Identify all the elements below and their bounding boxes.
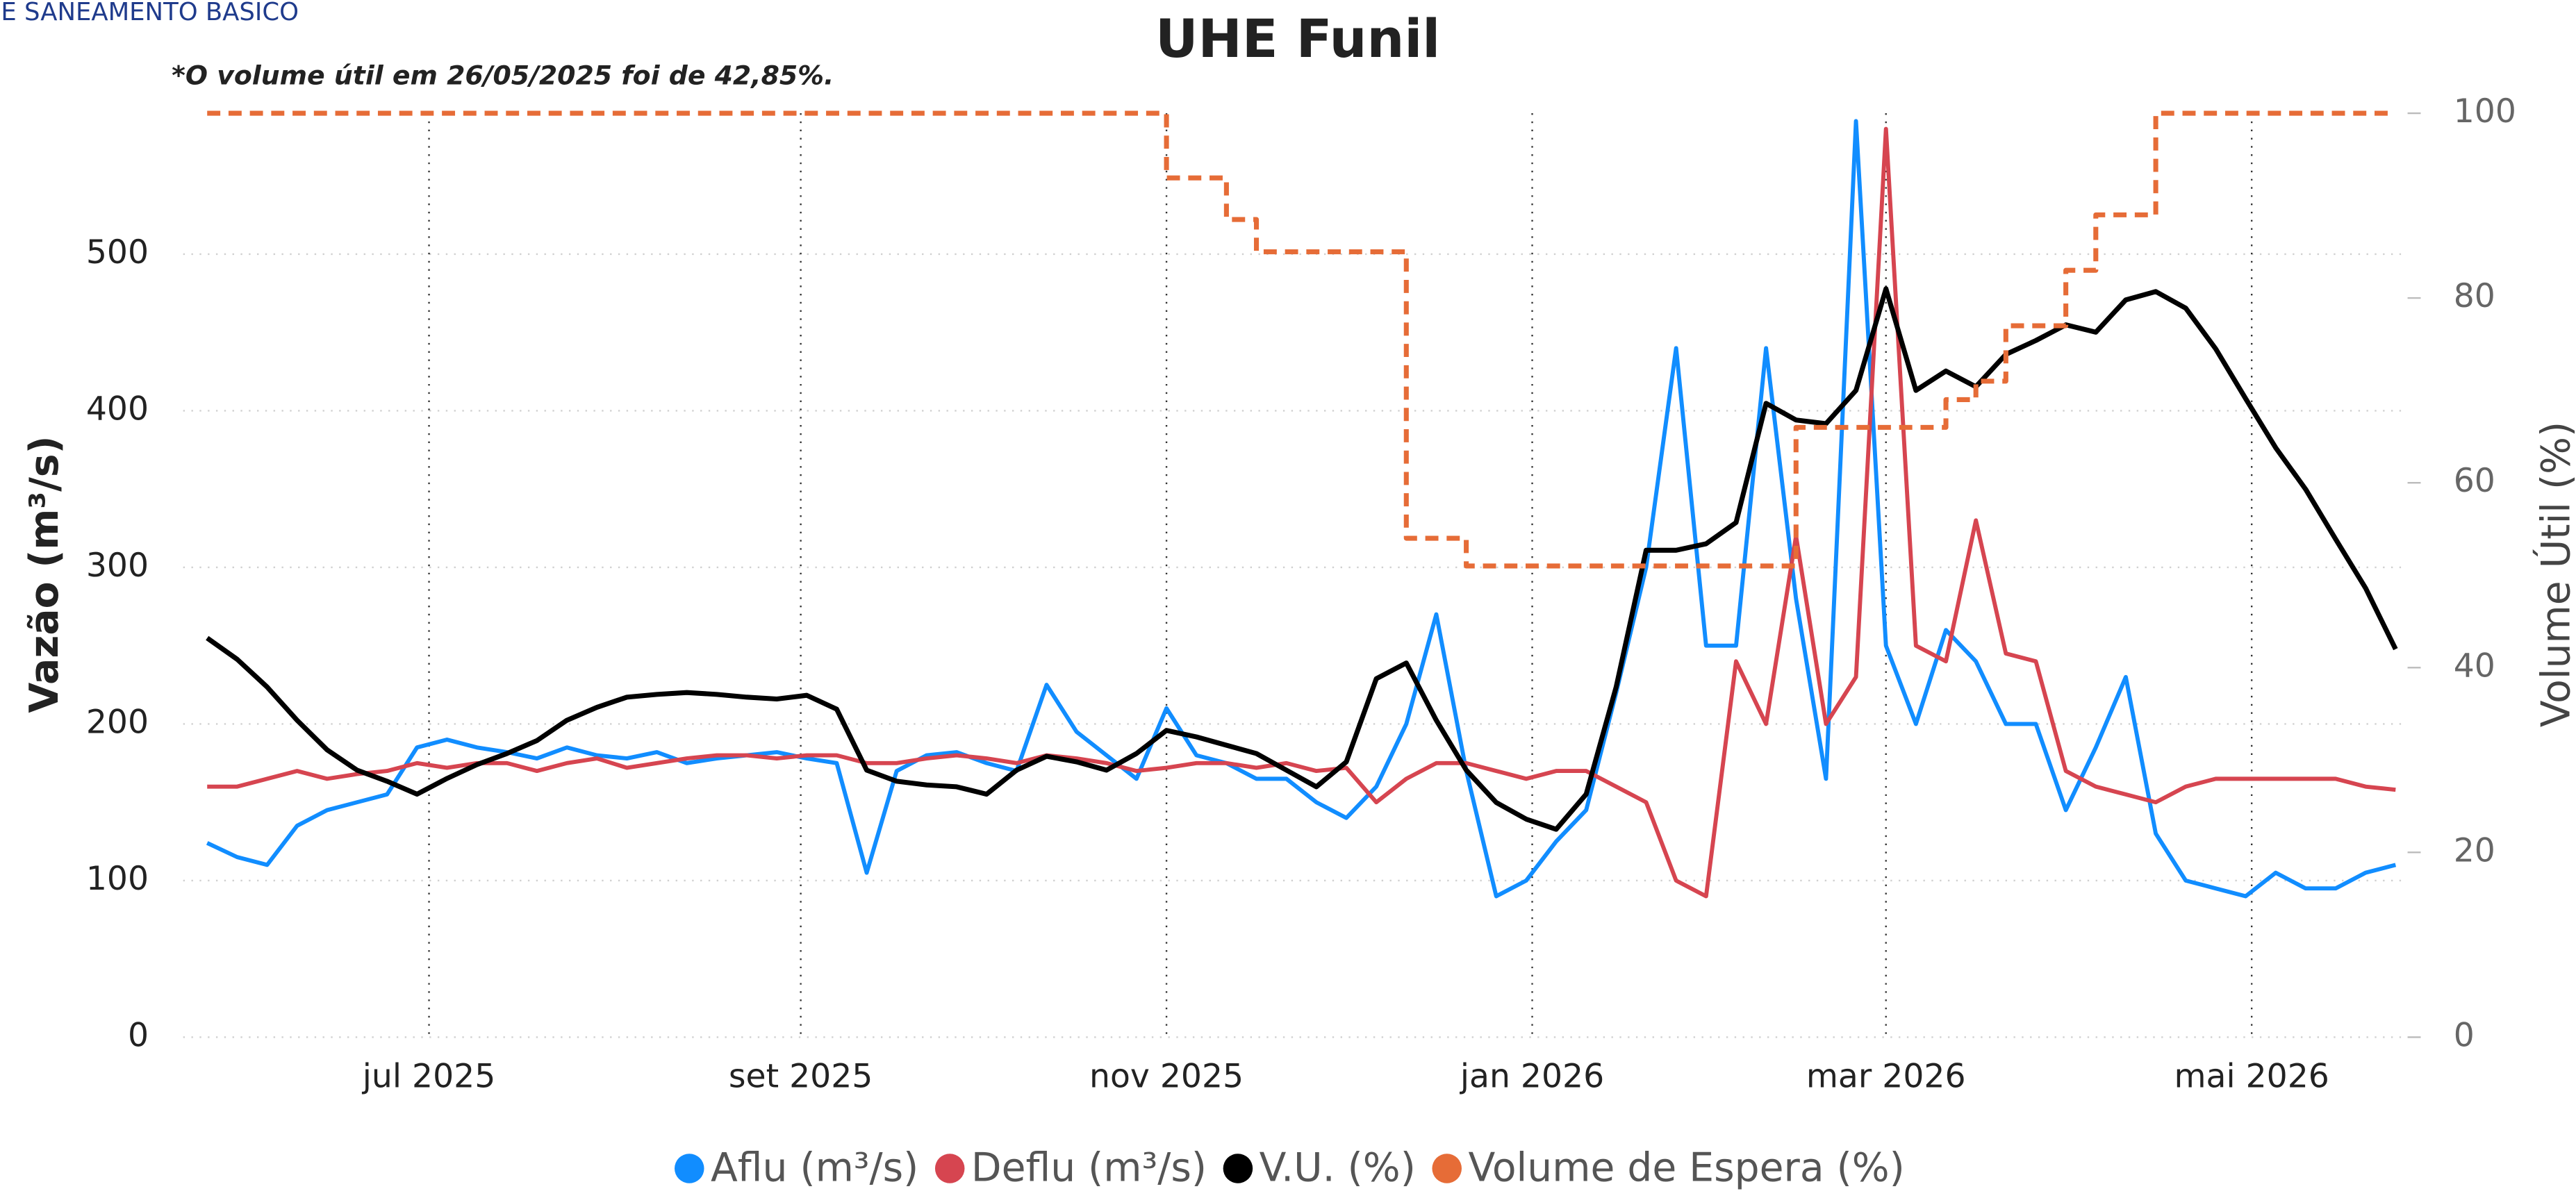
x-tick-label: jan 2026 (1460, 1057, 1604, 1095)
legend-label[interactable]: Deflu (m³/s) (971, 1145, 1207, 1190)
series-line (206, 119, 2397, 899)
chart-title: UHE Funil (1155, 8, 1440, 69)
y-tick-label: 400 (86, 390, 149, 428)
y2-tick-label: 100 (2454, 92, 2516, 131)
y-tick-label: 100 (86, 860, 149, 898)
y2-axis-title: Volume Útil (%) (2532, 422, 2576, 727)
legend: Aflu (m³/s) Deflu (m³/s) V.U. (%) Volume de… (674, 1145, 1905, 1190)
legend-marker (1432, 1154, 1462, 1183)
y-tick-label: 200 (86, 703, 149, 741)
legend-label[interactable]: V.U. (%) (1260, 1145, 1416, 1190)
y2-tick-label: 0 (2454, 1016, 2475, 1054)
legend-marker (934, 1154, 965, 1183)
x-tick-label: nov 2025 (1089, 1057, 1244, 1095)
y2-tick-label: 40 (2454, 647, 2495, 685)
x-tick-label: jul 2025 (362, 1057, 495, 1095)
legend-label[interactable]: Aflu (m³/s) (711, 1145, 918, 1190)
series-line (207, 126, 2396, 899)
x-tick-label: set 2025 (729, 1057, 873, 1095)
series-line (207, 110, 2396, 569)
y2-tick-label: 80 (2454, 277, 2495, 315)
annotation: *O volume útil em 26/05/2025 foi de 42,8… (172, 60, 834, 91)
legend-label[interactable]: Volume de Espera (%) (1468, 1145, 1904, 1190)
x-tick-label: mar 2026 (1806, 1057, 1966, 1095)
legend-marker (1223, 1154, 1253, 1183)
y2-tick-label: 20 (2454, 831, 2495, 870)
y-axis-title: Vazão (m³/s) (22, 435, 67, 713)
legend-marker (674, 1154, 704, 1183)
x-tick-label: mai 2026 (2174, 1057, 2329, 1095)
y2-tick-label: 60 (2454, 462, 2495, 500)
y-tick-label: 0 (128, 1016, 149, 1054)
header: E SANEAMENTO BASICO (1, 0, 299, 26)
series-line (206, 286, 2398, 832)
y-tick-label: 500 (86, 233, 149, 272)
y-tick-label: 300 (86, 547, 149, 585)
